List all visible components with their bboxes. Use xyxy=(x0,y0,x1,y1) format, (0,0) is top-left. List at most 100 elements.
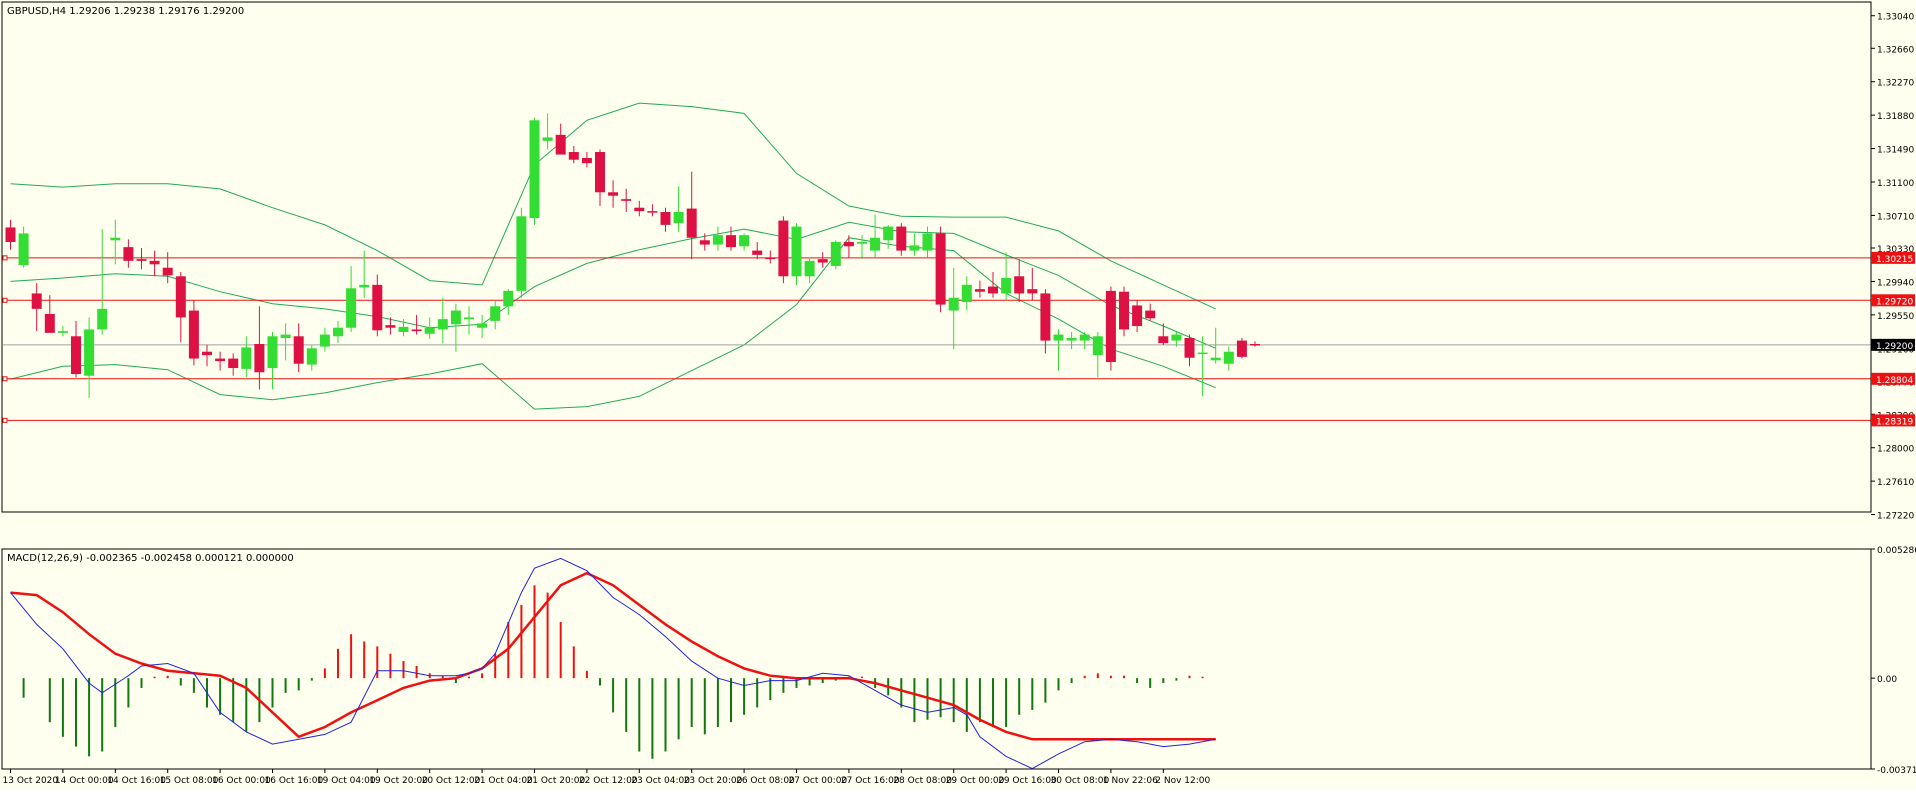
candle-body xyxy=(1132,305,1143,326)
level-label-1: 1.29720 xyxy=(1876,297,1913,307)
time-tick-label: 26 Oct 08:00 xyxy=(736,776,795,786)
candle-body xyxy=(254,344,265,373)
candle-body xyxy=(280,334,291,338)
candle-body xyxy=(896,226,907,251)
candle-body xyxy=(464,317,474,320)
time-tick-label: 23 Oct 04:00 xyxy=(631,776,690,786)
candle-body xyxy=(162,267,173,276)
candle-body xyxy=(516,216,527,291)
candle-body xyxy=(228,358,239,368)
time-tick-label: 21 Oct 04:00 xyxy=(474,776,533,786)
candle-body xyxy=(123,247,134,261)
candle-body xyxy=(857,242,867,244)
level-label-box-0 xyxy=(1871,251,1915,264)
price-tick-label: 1.29550 xyxy=(1877,312,1914,322)
candle-body xyxy=(1250,344,1260,346)
time-tick-label: 15 Oct 08:00 xyxy=(160,776,219,786)
level-handle-0 xyxy=(2,255,8,261)
candle-body xyxy=(84,329,95,376)
candle-body xyxy=(267,336,278,368)
candle-body xyxy=(935,233,946,305)
candle-body xyxy=(18,233,29,266)
candle-body xyxy=(1079,334,1090,341)
candle-body xyxy=(1197,352,1208,355)
level-handle-3 xyxy=(2,417,8,423)
candle-body xyxy=(673,212,684,224)
level-label-box-3 xyxy=(1871,414,1915,427)
level-label-2: 1.28804 xyxy=(1876,376,1913,386)
level-label-box-2 xyxy=(1871,372,1915,385)
price-tick-label: 1.33040 xyxy=(1877,13,1914,23)
time-tick-label: 23 Oct 20:00 xyxy=(684,776,743,786)
macd-lines xyxy=(10,557,1216,770)
candle-body xyxy=(634,207,645,212)
candle-body xyxy=(922,233,933,251)
current-price-label: 1.29200 xyxy=(1876,342,1913,352)
candle-body xyxy=(1053,334,1064,341)
candle-body xyxy=(1027,289,1038,294)
price-tick-label: 1.30710 xyxy=(1877,212,1914,222)
candle-body xyxy=(437,319,448,330)
candle-body xyxy=(215,358,226,362)
candle-body xyxy=(1158,336,1169,344)
candle-body xyxy=(581,158,592,164)
candle-body xyxy=(149,260,160,265)
candles xyxy=(5,113,1260,398)
candle-body xyxy=(830,242,841,266)
price-tick-label: 1.27610 xyxy=(1877,478,1914,488)
price-tick-label: 1.27220 xyxy=(1877,512,1914,522)
candle-body xyxy=(726,235,736,248)
time-tick-label: 2 Nov 12:00 xyxy=(1155,776,1210,786)
time-tick-label: 29 Oct 16:00 xyxy=(998,776,1057,786)
candle-body xyxy=(202,351,212,356)
price-tick-label: 1.32660 xyxy=(1877,45,1914,55)
candle-body xyxy=(568,152,579,160)
macd-line xyxy=(10,557,1216,770)
candle-body xyxy=(5,227,16,242)
bollinger-lower xyxy=(10,237,1216,410)
candle-body xyxy=(542,137,553,141)
candle-body xyxy=(909,245,920,251)
symbol-label: GBPUSD,H4 1.29206 1.29238 1.29176 1.2920… xyxy=(7,6,244,17)
candle-body xyxy=(411,329,422,332)
candle-body xyxy=(1210,357,1221,361)
candle-body xyxy=(293,336,304,364)
candle-body xyxy=(1040,293,1051,341)
price-tick-label: 1.32270 xyxy=(1877,79,1914,89)
candle-body xyxy=(71,336,81,374)
price-labels: 1.30215 1.29720 1.28804 1.28319 1.29200 xyxy=(1871,251,1915,427)
time-tick-label: 20 Oct 12:00 xyxy=(422,776,481,786)
candle-body xyxy=(1105,290,1116,362)
candle-body xyxy=(555,134,566,155)
candle-body xyxy=(175,276,186,318)
price-tick-label: 1.30330 xyxy=(1877,245,1914,255)
macd-tick-label: -0.003717 xyxy=(1877,766,1916,776)
candle-body xyxy=(843,242,854,247)
time-tick-label: 14 Oct 00:00 xyxy=(55,776,114,786)
candle-body xyxy=(424,327,435,334)
candle-body xyxy=(333,327,343,337)
candle-body xyxy=(752,250,763,255)
candle-body xyxy=(647,211,658,213)
time-tick-label: 19 Oct 04:00 xyxy=(317,776,376,786)
candle-body xyxy=(44,314,55,333)
candle-body xyxy=(188,310,199,359)
price-tick-label: 1.29940 xyxy=(1877,278,1914,288)
candle-body xyxy=(97,308,108,330)
candle-body xyxy=(136,259,147,261)
time-tick-label: 21 Oct 20:00 xyxy=(527,776,586,786)
level-label-0: 1.30215 xyxy=(1876,255,1913,265)
candle-body xyxy=(450,310,461,325)
candle-body xyxy=(1236,340,1247,357)
candle-body xyxy=(739,235,750,247)
candle-body xyxy=(1092,336,1103,356)
time-tick-label: 27 Oct 00:00 xyxy=(789,776,848,786)
candle-body xyxy=(778,220,789,277)
level-handle-1 xyxy=(2,297,8,303)
candle-body xyxy=(306,348,317,365)
candle-body xyxy=(988,286,998,294)
candle-body xyxy=(974,289,985,292)
candle-body xyxy=(385,325,396,328)
